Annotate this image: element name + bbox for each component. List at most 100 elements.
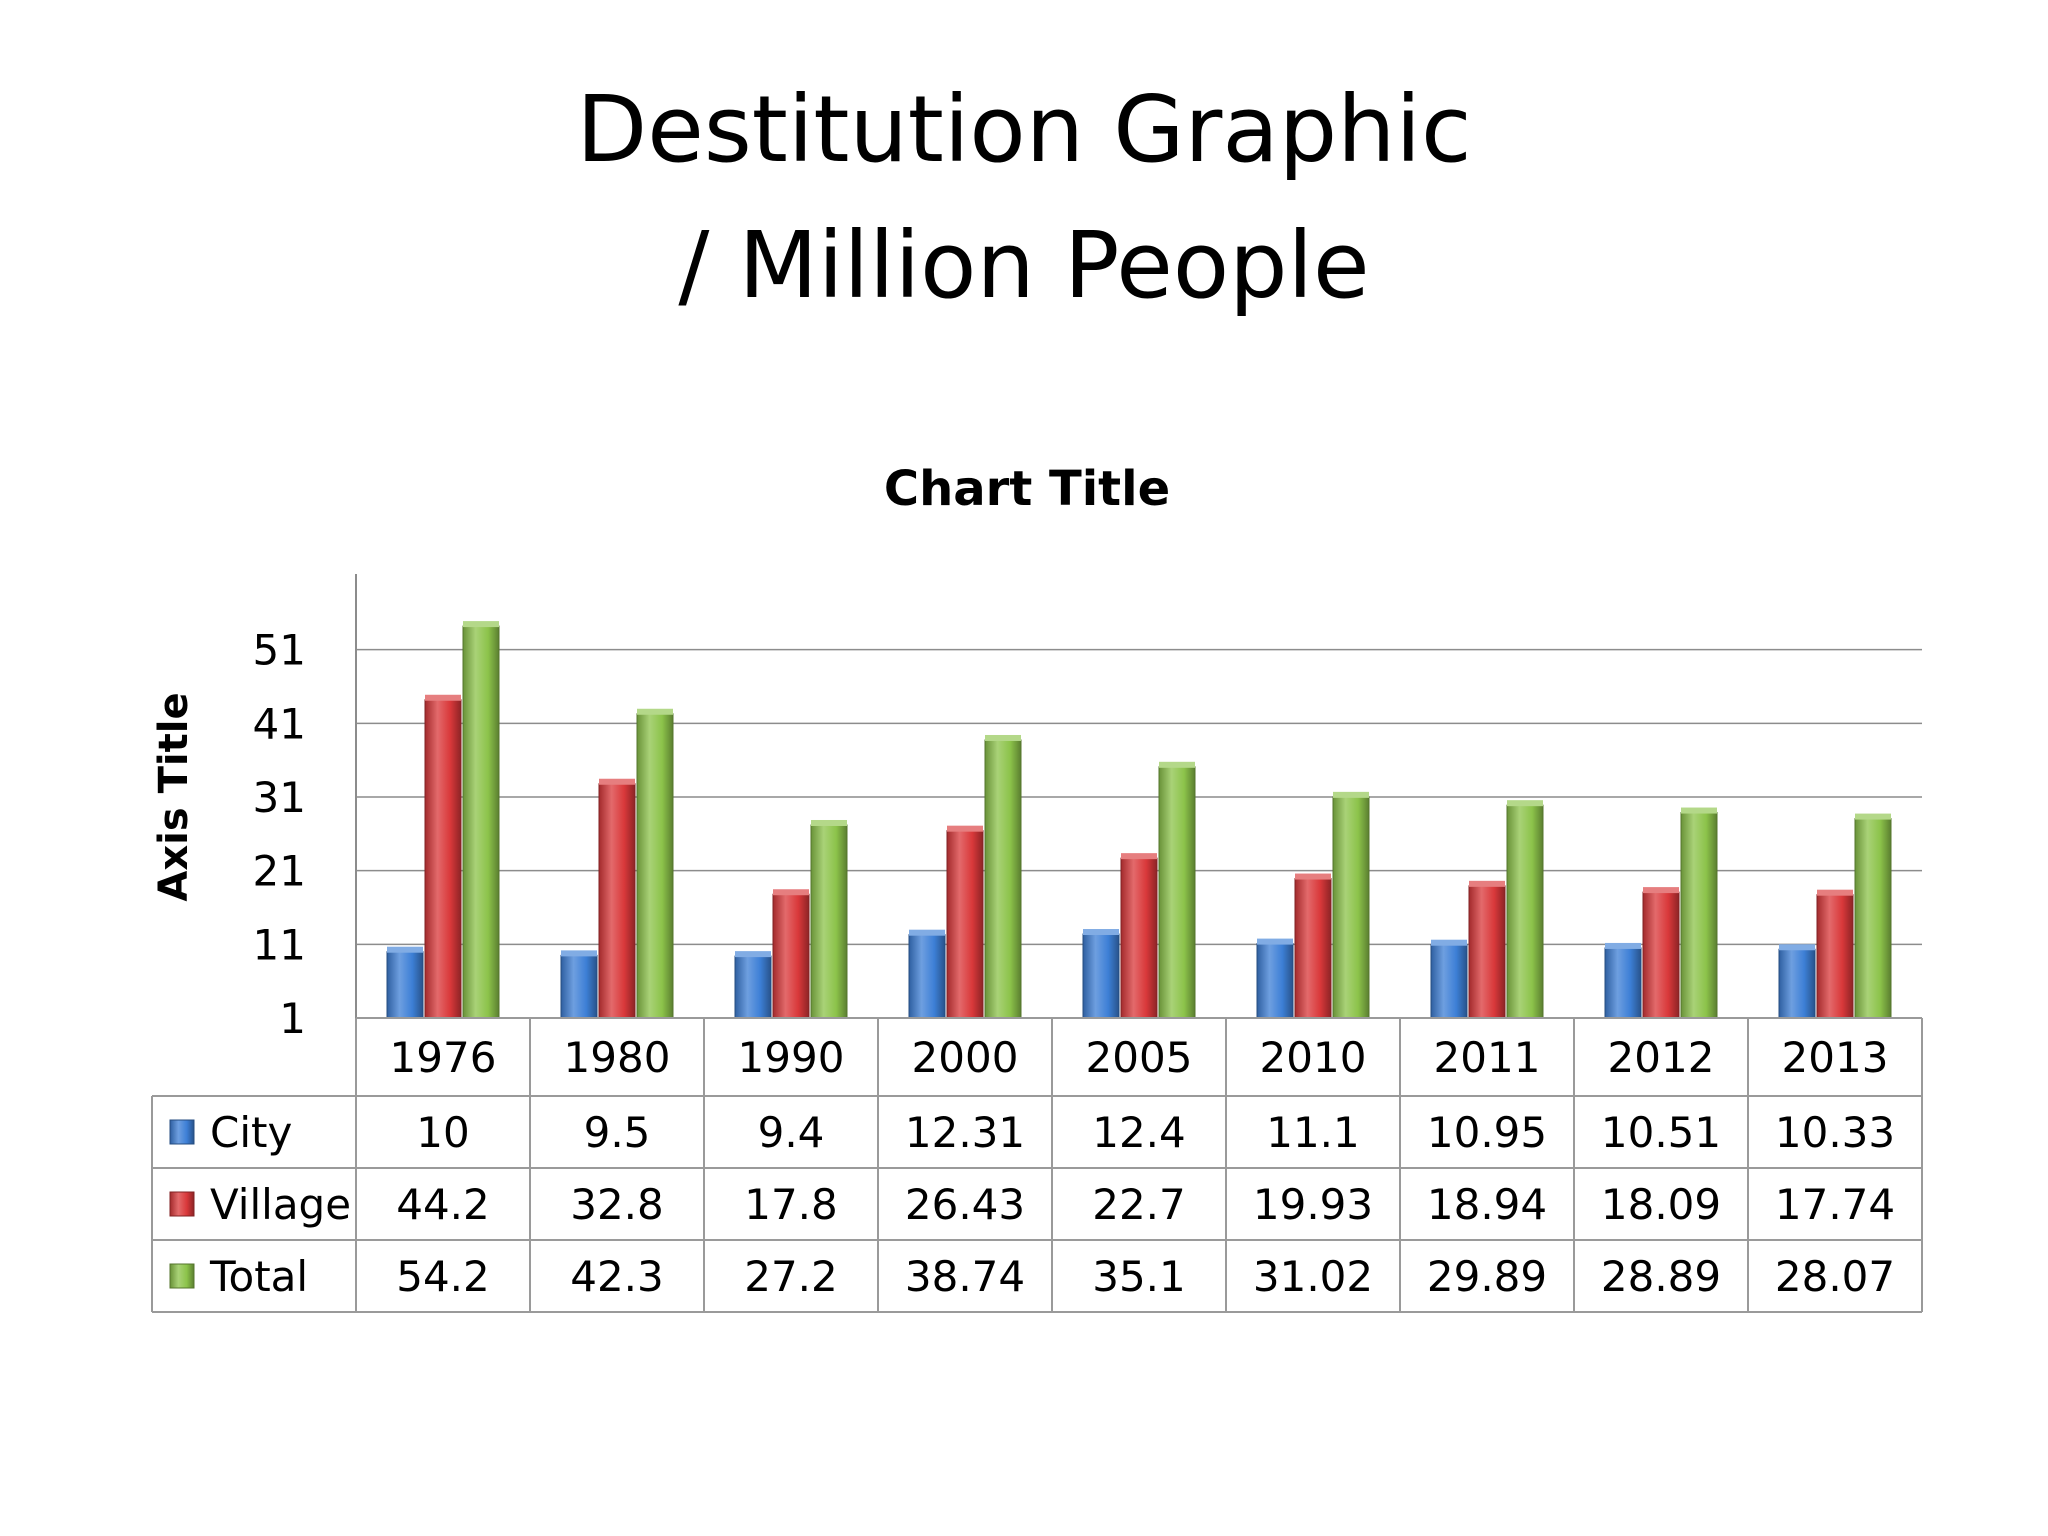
bar-village-2000 <box>946 830 984 1019</box>
data-label: 29.89 <box>1427 1252 1547 1301</box>
bar-top <box>425 694 461 701</box>
data-label: 38.74 <box>905 1252 1025 1301</box>
bar-village-2012 <box>1642 891 1680 1019</box>
bar-top <box>1469 880 1505 887</box>
legend-swatch-total <box>169 1263 195 1289</box>
x-tick-label: 2010 <box>1260 1033 1367 1082</box>
bar-top <box>1681 807 1717 814</box>
slide-title: Destitution Graphic / Million People <box>0 62 2048 334</box>
legend-label-total: Total <box>209 1252 308 1301</box>
bar-top <box>985 734 1021 741</box>
data-label: 11.1 <box>1266 1108 1360 1157</box>
bar-top <box>947 825 983 832</box>
bar-village-1990 <box>772 893 810 1019</box>
bar-top <box>1431 939 1467 946</box>
bar-top <box>909 929 945 936</box>
data-label: 17.8 <box>744 1180 838 1229</box>
bar-total-1990 <box>810 824 848 1019</box>
x-tick-label: 2011 <box>1434 1033 1541 1082</box>
slide-title-line-1: Destitution Graphic <box>576 76 1472 183</box>
slide-title-line-2: / Million People <box>678 212 1370 319</box>
data-label: 32.8 <box>570 1180 664 1229</box>
data-label: 9.5 <box>584 1108 651 1157</box>
y-tick-label: 31 <box>253 773 306 822</box>
legend-swatch-city <box>169 1119 195 1145</box>
chart-title: Chart Title <box>884 461 1170 517</box>
bar-top <box>599 778 635 785</box>
bar-city-2010 <box>1256 943 1294 1019</box>
bar-top <box>811 819 847 826</box>
bar-top <box>735 951 771 958</box>
bar-total-1980 <box>636 713 674 1019</box>
bar-village-2010 <box>1294 878 1332 1019</box>
bar-village-1976 <box>424 699 462 1019</box>
bar-total-2000 <box>984 739 1022 1019</box>
bar-city-1990 <box>734 955 772 1019</box>
bar-top <box>1507 800 1543 807</box>
bar-village-2011 <box>1468 885 1506 1019</box>
data-label: 44.2 <box>396 1180 490 1229</box>
bar-total-2005 <box>1158 766 1196 1019</box>
legend-label-city: City <box>210 1108 292 1157</box>
bar-city-2013 <box>1778 948 1816 1019</box>
bar-top <box>387 946 423 953</box>
y-tick-label: 1 <box>279 994 306 1043</box>
data-label: 18.09 <box>1601 1180 1721 1229</box>
bar-top <box>1643 887 1679 894</box>
bar-top <box>1817 889 1853 896</box>
data-label: 12.4 <box>1092 1108 1186 1157</box>
bar-top <box>1121 853 1157 860</box>
bar-top <box>773 889 809 896</box>
data-label: 10.51 <box>1601 1108 1721 1157</box>
data-label: 28.89 <box>1601 1252 1721 1301</box>
bar-top <box>1855 813 1891 820</box>
bar-city-1980 <box>560 954 598 1019</box>
data-label: 42.3 <box>570 1252 664 1301</box>
data-label: 27.2 <box>744 1252 838 1301</box>
bar-top <box>561 950 597 957</box>
bar-city-2005 <box>1082 933 1120 1019</box>
bar-top <box>1083 929 1119 936</box>
bar-total-2011 <box>1506 804 1544 1019</box>
y-tick-label: 21 <box>253 847 306 896</box>
bar-village-1980 <box>598 783 636 1019</box>
bar-top <box>1333 791 1369 798</box>
bar-top <box>1295 873 1331 880</box>
bar-village-2005 <box>1120 857 1158 1019</box>
x-tick-label: 1990 <box>738 1033 845 1082</box>
bar-village-2013 <box>1816 894 1854 1019</box>
data-label: 10.33 <box>1775 1108 1895 1157</box>
data-label: 35.1 <box>1092 1252 1186 1301</box>
legend-swatch-village <box>169 1191 195 1217</box>
data-label: 10 <box>416 1108 469 1157</box>
data-label: 17.74 <box>1775 1180 1895 1229</box>
data-label: 19.93 <box>1253 1180 1373 1229</box>
x-tick-label: 2012 <box>1608 1033 1715 1082</box>
data-label: 54.2 <box>396 1252 490 1301</box>
bar-total-2013 <box>1854 818 1892 1019</box>
bar-top <box>637 708 673 715</box>
bar-top <box>1159 761 1195 768</box>
x-tick-label: 2000 <box>912 1033 1019 1082</box>
data-label: 31.02 <box>1253 1252 1373 1301</box>
bar-city-2000 <box>908 934 946 1019</box>
bar-total-2010 <box>1332 796 1370 1019</box>
bar-city-2012 <box>1604 947 1642 1019</box>
data-label: 28.07 <box>1775 1252 1895 1301</box>
y-tick-label: 41 <box>253 699 306 748</box>
data-label: 10.95 <box>1427 1108 1547 1157</box>
y-tick-label: 51 <box>253 626 306 675</box>
y-tick-label: 11 <box>253 920 306 969</box>
bar-total-1976 <box>462 625 500 1019</box>
bar-top <box>463 621 499 628</box>
x-tick-label: 1976 <box>390 1033 497 1082</box>
bar-city-2011 <box>1430 944 1468 1019</box>
data-label: 12.31 <box>905 1108 1025 1157</box>
x-tick-label: 1980 <box>564 1033 671 1082</box>
bar-total-2012 <box>1680 812 1718 1019</box>
legend-label-village: Village <box>210 1180 351 1229</box>
bar-city-1976 <box>386 951 424 1019</box>
bar-top <box>1779 944 1815 951</box>
bar-top <box>1257 938 1293 945</box>
